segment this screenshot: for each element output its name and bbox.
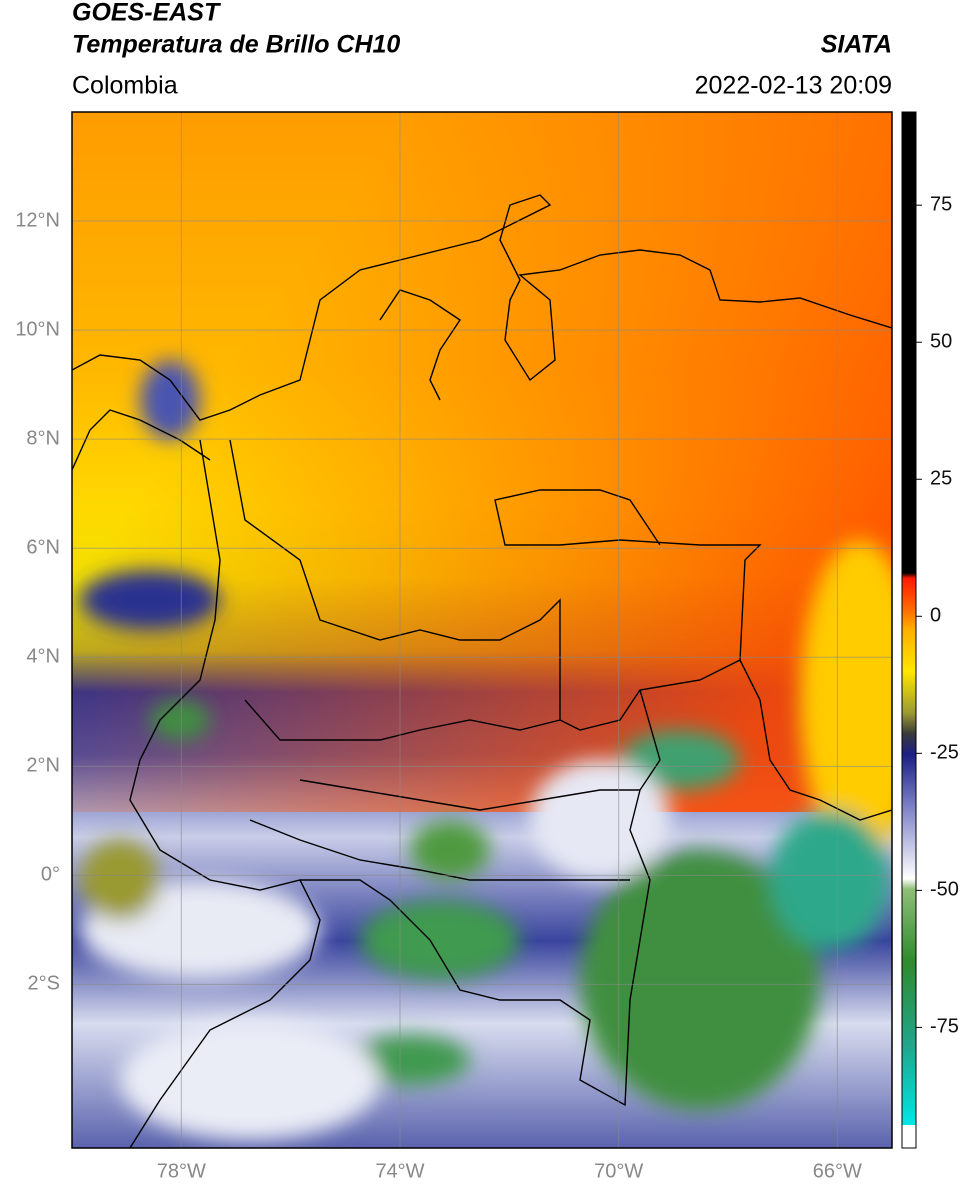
datetime: 2022-02-13 20:09	[695, 72, 892, 100]
map-frame	[71, 111, 893, 1149]
grid	[72, 112, 892, 1148]
x-tick-label: 78°W	[157, 1160, 206, 1182]
colorbar-tick-label: -25	[930, 742, 959, 764]
region: Colombia	[72, 72, 178, 100]
colorbar	[901, 111, 917, 1149]
y-tick-label: 0°	[41, 864, 60, 886]
colorbar-tick-label: 0	[930, 605, 941, 627]
colorbar-tick-label: 25	[930, 468, 952, 490]
colorbar-tick-label: 50	[930, 331, 952, 353]
colorbar-tick-label: 75	[930, 193, 952, 215]
y-tick-label: 2°N	[26, 755, 60, 777]
y-tick-label: 2°S	[28, 973, 60, 995]
y-tick-label: 6°N	[26, 536, 60, 558]
x-tick-label: 74°W	[375, 1160, 424, 1182]
title: GOES-EAST	[72, 0, 222, 27]
source: SIATA	[821, 31, 892, 59]
x-tick-label: 66°W	[813, 1160, 862, 1182]
y-tick-label: 10°N	[15, 318, 60, 340]
y-tick-label: 12°N	[15, 209, 60, 231]
y-tick-label: 4°N	[26, 646, 60, 668]
y-tick-label: 8°N	[26, 427, 60, 449]
satellite-image	[72, 112, 892, 1148]
colorbar-tick-label: -50	[930, 879, 959, 901]
x-tick-label: 70°W	[594, 1160, 643, 1182]
colorbar-tick-label: -75	[930, 1016, 959, 1038]
subtitle: Temperatura de Brillo CH10	[72, 31, 400, 59]
